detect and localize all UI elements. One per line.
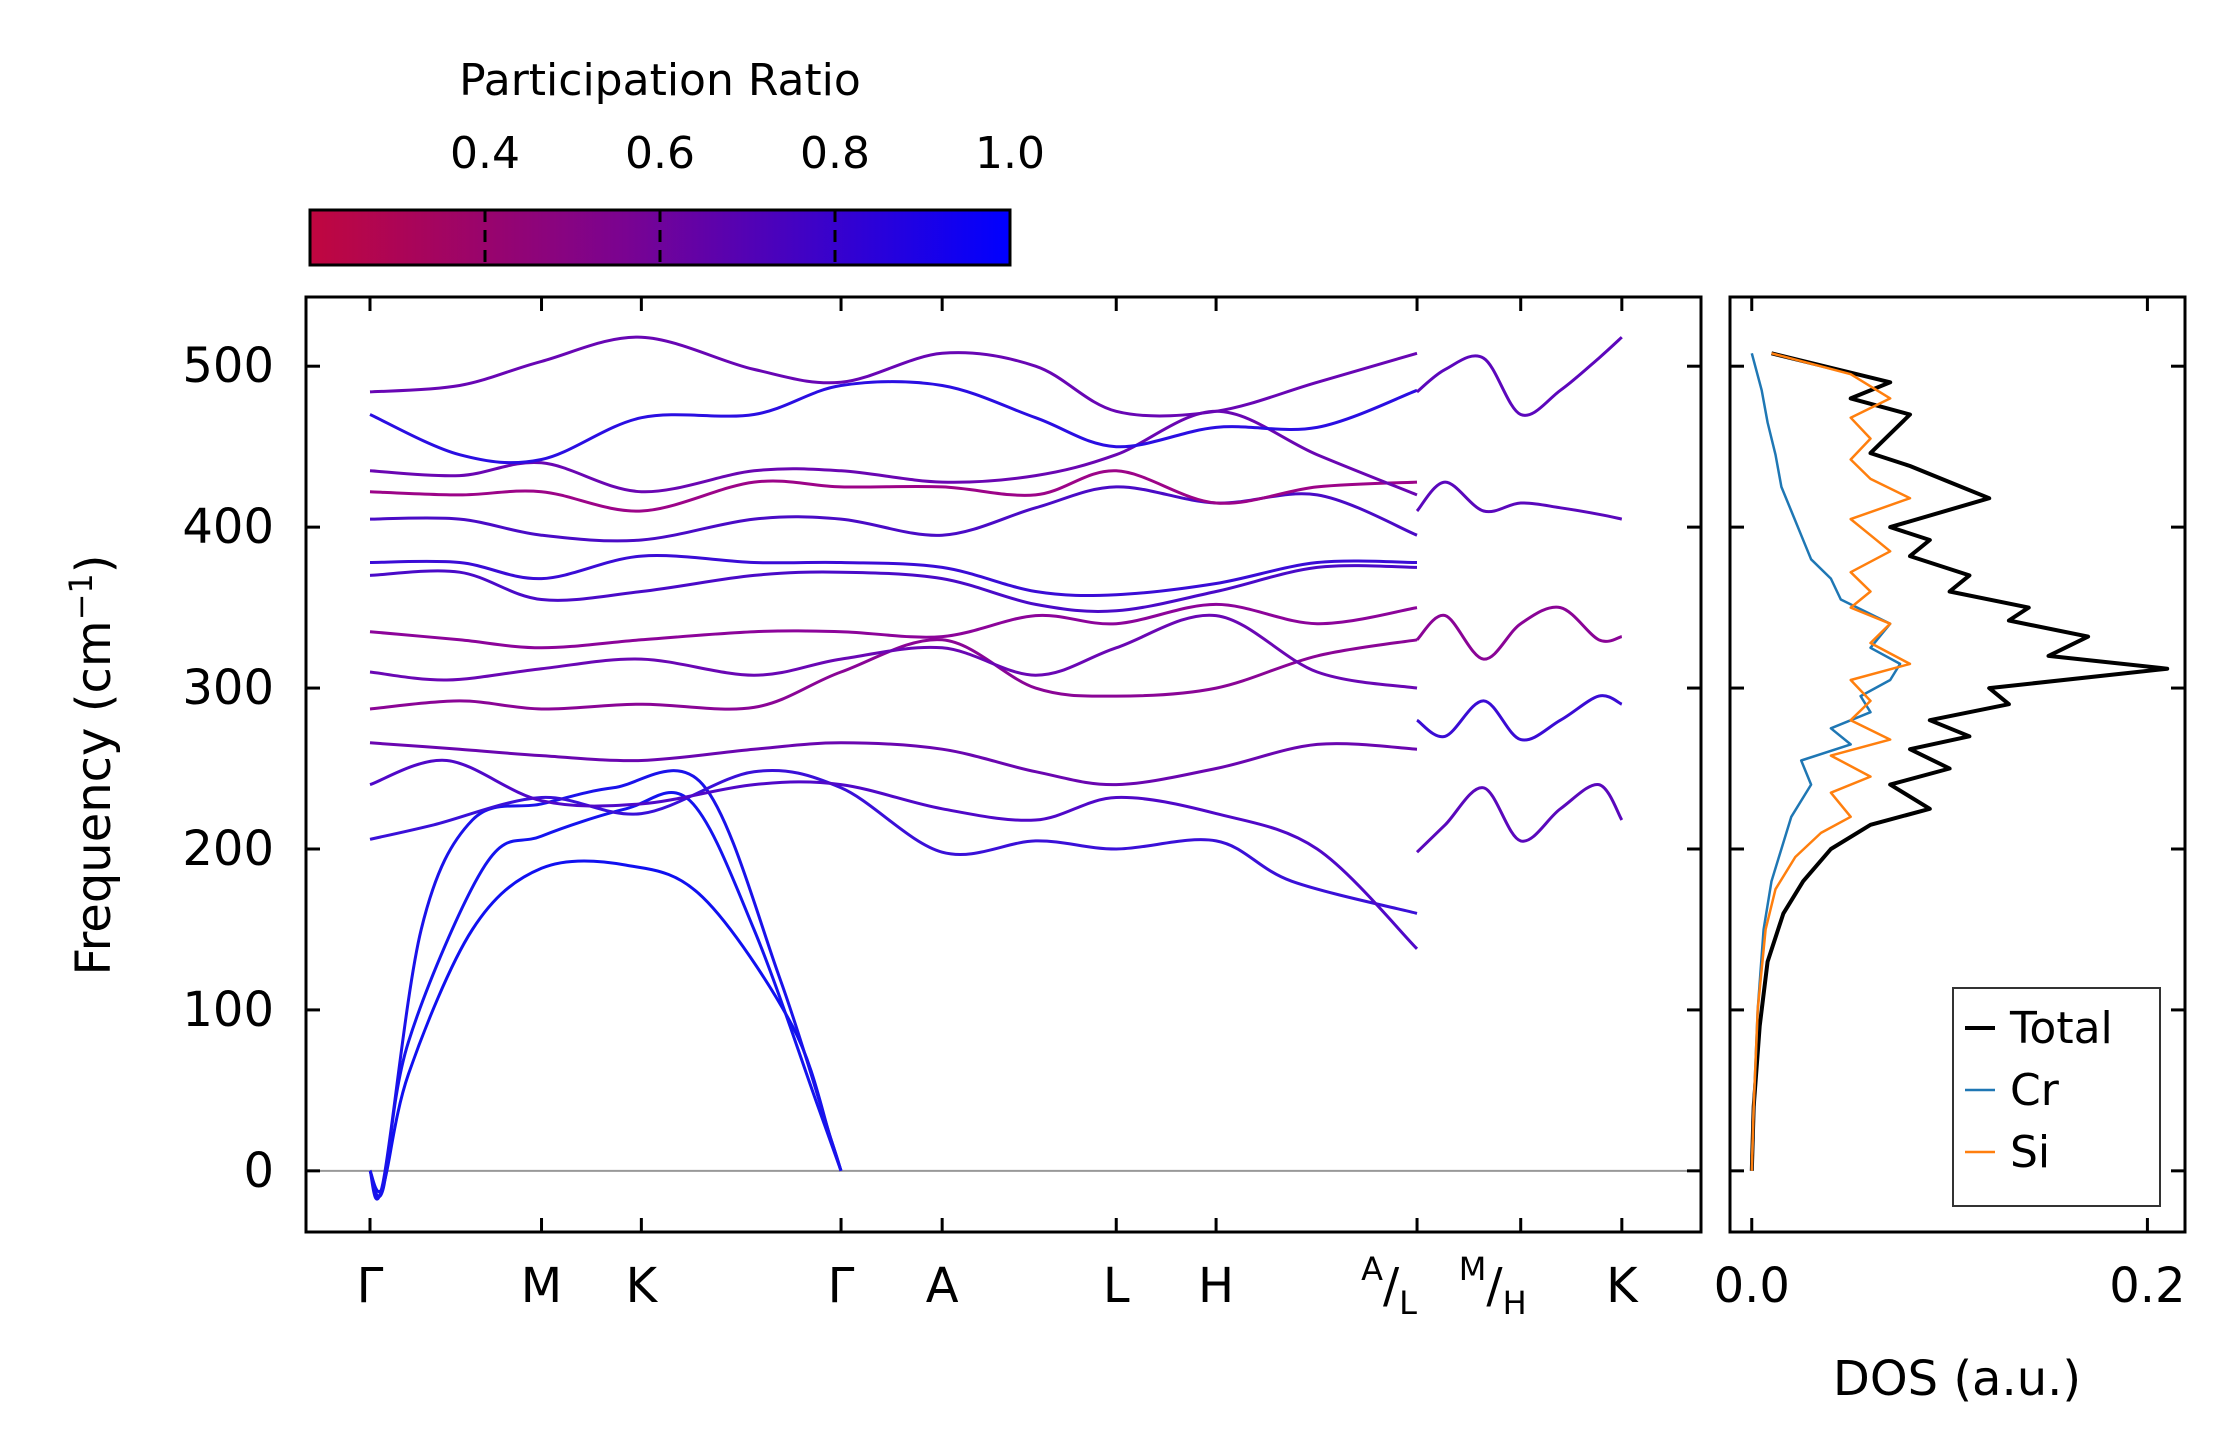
legend-label-si: Si bbox=[2010, 1127, 2050, 1178]
band-structure-plot: 0 100 200 300 400 500 Γ M K Γ A L H A/L M/H K Frequenc… bbox=[62, 295, 1703, 1322]
band-band-205 bbox=[369, 768, 1418, 915]
path-label: K bbox=[626, 1258, 659, 1314]
band-band-287 bbox=[369, 638, 1418, 711]
path-label: Γ bbox=[828, 1258, 855, 1314]
x-axis-path-ticks: Γ M K Γ A L H A/L M/H K bbox=[357, 297, 1639, 1322]
band-acoustic-1 bbox=[368, 859, 843, 1194]
dos-x-tick-label: 0.0 bbox=[1714, 1258, 1790, 1314]
legend-entries: Total Cr Si bbox=[1965, 1003, 2113, 1178]
path-label: A bbox=[926, 1258, 959, 1314]
colorbar-ticks: 0.4 0.6 0.8 1.0 bbox=[450, 128, 1045, 265]
y-tick-label: 300 bbox=[182, 660, 274, 716]
dos-curves bbox=[1749, 351, 2170, 1171]
band-band-480-b bbox=[1416, 336, 1623, 417]
y-tick-label: 0 bbox=[243, 1143, 274, 1199]
y-tick-label: 400 bbox=[182, 499, 274, 555]
y-axis-label-main: Frequency (cm bbox=[66, 620, 122, 975]
band-band-260-b bbox=[1416, 694, 1623, 742]
band-band-470 bbox=[369, 380, 1418, 465]
band-band-405 bbox=[369, 485, 1418, 543]
band-band-485 bbox=[369, 335, 1418, 418]
path-label: M bbox=[521, 1258, 562, 1314]
dos-curve-cr bbox=[1750, 352, 1902, 1171]
dos-legend: Total Cr Si bbox=[1952, 987, 2161, 1207]
band-band-310 bbox=[369, 613, 1418, 690]
y-axis-label: Frequency (cm−1) bbox=[62, 554, 122, 975]
band-band-335 bbox=[369, 602, 1418, 650]
dos-axes-frame bbox=[1728, 295, 2187, 1234]
y-tick-label: 100 bbox=[182, 982, 274, 1038]
dos-x-axis-label: DOS (a.u.) bbox=[1833, 1351, 2081, 1407]
band-band-410-b bbox=[1415, 480, 1623, 521]
colorbar-label: Participation Ratio bbox=[459, 55, 861, 106]
band-band-422 bbox=[369, 469, 1418, 513]
band-band-265 bbox=[369, 741, 1418, 787]
phonon-bands bbox=[368, 335, 1624, 1201]
dos-axis-ticks: 0.0 0.2 bbox=[1714, 297, 2186, 1314]
path-label: L bbox=[1103, 1258, 1130, 1314]
legend-box bbox=[1952, 987, 2161, 1207]
path-label: Γ bbox=[357, 1258, 384, 1314]
band-band-378 bbox=[369, 554, 1418, 598]
band-acoustic-3 bbox=[368, 769, 843, 1201]
dos-curve-total bbox=[1749, 351, 2170, 1171]
band-band-435 bbox=[369, 409, 1418, 497]
path-label-combined: A/L bbox=[1361, 1250, 1417, 1322]
colorbar-tick-label: 0.4 bbox=[450, 128, 520, 179]
path-label-combined: M/H bbox=[1459, 1250, 1527, 1322]
band-band-355 bbox=[369, 564, 1418, 613]
main-axes-frame bbox=[304, 295, 1703, 1234]
dos-curve-si bbox=[1750, 352, 1912, 1171]
path-label: K bbox=[1606, 1258, 1639, 1314]
legend-label-total: Total bbox=[2009, 1003, 2113, 1054]
colorbar-tick-label: 0.6 bbox=[625, 128, 695, 179]
y-axis-ticks: 0 100 200 300 400 500 bbox=[182, 338, 1701, 1199]
y-axis-label-close: ) bbox=[66, 554, 122, 573]
legend-label-cr: Cr bbox=[2010, 1065, 2060, 1116]
path-label: H bbox=[1198, 1258, 1234, 1314]
colorbar-tick-label: 0.8 bbox=[800, 128, 870, 179]
y-tick-label: 500 bbox=[182, 338, 274, 394]
band-band-215-b bbox=[1415, 783, 1624, 854]
band-band-330-b bbox=[1415, 605, 1623, 661]
colorbar-tick-label: 1.0 bbox=[975, 128, 1045, 179]
dos-x-tick-label: 0.2 bbox=[2109, 1258, 2185, 1314]
band-band-240 bbox=[369, 758, 1419, 950]
colorbar: Participation Ratio 0.4 0.6 0.8 1.0 bbox=[308, 55, 1045, 267]
dos-plot: 0.0 0.2 DOS (a.u.) Total Cr Si bbox=[1714, 295, 2187, 1407]
y-axis-label-sup: −1 bbox=[62, 573, 100, 620]
y-tick-label: 200 bbox=[182, 821, 274, 877]
